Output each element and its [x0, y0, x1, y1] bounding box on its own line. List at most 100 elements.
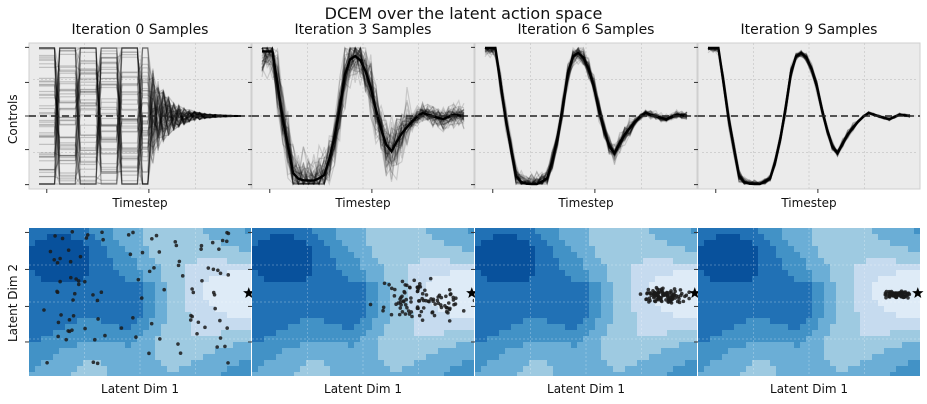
- bottom-panel-1-contour-cell: [342, 300, 349, 307]
- bottom-panel-3-contour-cell: [818, 294, 825, 301]
- bottom-panel-0-contour-cell: [239, 342, 246, 349]
- bottom-panel-2-contour-cell: [667, 234, 674, 241]
- bottom-panel-3-contour-cell: [770, 330, 777, 337]
- bottom-panel-0-contour-cell: [197, 348, 204, 355]
- bottom-panel-2-contour-cell: [541, 360, 548, 367]
- bottom-panel-1-contour-cell: [252, 318, 259, 325]
- bottom-panel-1-contour-cell: [390, 240, 397, 247]
- bottom-panel-2-contour-cell: [691, 348, 697, 355]
- bottom-panel-0-contour-cell: [161, 294, 168, 301]
- bottom-panel-3-contour-cell: [830, 360, 837, 367]
- panel-title-iter3: Iteration 3 Samples: [294, 22, 432, 38]
- bottom-panel-1-contour-cell: [414, 294, 421, 301]
- bottom-panel-0-contour-cell: [59, 294, 66, 301]
- bottom-panel-3-contour-cell: [728, 342, 735, 349]
- bottom-panel-1-contour-cell: [342, 306, 349, 313]
- bottom-panel-2-contour-cell: [475, 354, 482, 361]
- bottom-panel-3-contour-cell: [854, 258, 861, 265]
- top-panel-0-sample-line-3: [39, 50, 242, 140]
- bottom-panel-0-contour-cell: [131, 234, 138, 241]
- bottom-panel-3-contour-cell: [776, 258, 783, 265]
- bottom-panel-1-sample-point-74: [448, 306, 452, 311]
- bottom-panel-2-contour-cell: [685, 342, 692, 349]
- bottom-panel-0-contour-cell: [179, 228, 186, 235]
- bottom-panel-0-contour-cell: [119, 240, 126, 247]
- bottom-panel-2-contour-cell: [679, 330, 686, 337]
- bottom-panel-2-contour-cell: [553, 240, 560, 247]
- bottom-panel-1-sample-point-42: [400, 294, 404, 299]
- bottom-panel-3-contour-cell: [914, 228, 920, 235]
- bottom-panel-3-contour-cell: [710, 240, 717, 247]
- bottom-panel-2-contour-cell: [595, 348, 602, 355]
- bottom-panel-3-contour-cell: [794, 264, 801, 271]
- bottom-panel-3-contour-cell: [848, 354, 855, 361]
- bottom-panel-1-contour-cell: [258, 288, 265, 295]
- bottom-panel-0-contour-cell: [155, 300, 162, 307]
- bottom-panel-0-sample-point-16: [139, 296, 144, 300]
- bottom-panel-0-contour-cell: [209, 336, 216, 343]
- bottom-panel-2-contour-cell: [559, 336, 566, 343]
- bottom-panel-2-contour-cell: [475, 252, 482, 259]
- bottom-panel-3-contour-cell: [842, 264, 849, 271]
- bottom-panel-0-contour-cell: [47, 342, 54, 349]
- bottom-panel-3-contour-cell: [716, 354, 723, 361]
- bottom-panel-0-contour-cell: [245, 372, 251, 376]
- bottom-panel-0-contour-cell: [113, 252, 120, 259]
- bottom-panel-1-contour-cell: [468, 336, 474, 343]
- bottom-panel-0-contour-cell: [119, 348, 126, 355]
- bottom-panel-2-contour-cell: [541, 306, 548, 313]
- bottom-panel-0-contour-cell: [107, 360, 114, 367]
- bottom-panel-1-optimum-star: [466, 287, 478, 298]
- bottom-panel-1-contour-cell: [378, 336, 385, 343]
- bottom-panel-0-contour-cell: [215, 294, 222, 301]
- bottom-panel-1-contour-cell: [306, 330, 313, 337]
- bottom-panel-0-contour-cell: [137, 234, 144, 241]
- bottom-panel-1-contour-cell: [264, 312, 271, 319]
- bottom-panel-2-contour-cell: [487, 270, 494, 277]
- bottom-panel-1-contour-cell: [444, 282, 451, 289]
- bottom-panel-2-contour-cell: [637, 294, 644, 301]
- bottom-panel-3-contour-cell: [836, 354, 843, 361]
- bottom-panel-0-contour-cell: [77, 312, 84, 319]
- bottom-panel-0-contour-cell: [155, 270, 162, 277]
- bottom-panel-0-contour-cell: [65, 240, 72, 247]
- bottom-panel-0-contour-cell: [53, 366, 60, 373]
- bottom-panel-1-contour-cell: [426, 336, 433, 343]
- bottom-panel-0-contour-cell: [143, 264, 150, 271]
- bottom-panel-2-contour-cell: [589, 318, 596, 325]
- bottom-panel-3-contour-cell: [740, 252, 747, 259]
- bottom-panel-0-contour-cell: [59, 282, 66, 289]
- x-axis-label-top-2: Timestep: [558, 196, 614, 210]
- bottom-panel-1-contour-cell: [336, 366, 343, 373]
- bottom-panel-1-contour-cell: [366, 336, 373, 343]
- bottom-panel-1-contour-cell: [456, 246, 463, 253]
- bottom-panel-0-contour-cell: [65, 276, 72, 283]
- bottom-panel-1-contour-cell: [456, 258, 463, 265]
- bottom-panel-2-contour-cell: [577, 246, 584, 253]
- bottom-panel-3-contour-cell: [902, 312, 909, 319]
- bottom-panel-1-contour-cell: [342, 252, 349, 259]
- bottom-panel-1-contour-cell: [390, 234, 397, 241]
- bottom-panel-0-contour-cell: [203, 240, 210, 247]
- bottom-panel-3-contour-cell: [722, 330, 729, 337]
- bottom-panel-1-contour-cell: [360, 366, 367, 373]
- bottom-panel-3-optimum-star: [912, 287, 924, 298]
- bottom-panel-0-contour-cell: [41, 354, 48, 361]
- bottom-panel-0-contour-cell: [131, 348, 138, 355]
- bottom-panel-2-contour-cell: [661, 252, 668, 259]
- bottom-panel-3-contour-cell: [770, 240, 777, 247]
- bottom-panel-2-contour-cell: [625, 324, 632, 331]
- bottom-panel-3-contour-cell: [776, 264, 783, 271]
- bottom-panel-2-contour-cell: [595, 246, 602, 253]
- bottom-panel-0-contour-cell: [89, 318, 96, 325]
- bottom-panel-2-contour-cell: [553, 258, 560, 265]
- bottom-panel-0-contour-cell: [53, 276, 60, 283]
- bottom-panel-1-contour-cell: [294, 234, 301, 241]
- bottom-panel-0-contour-cell: [191, 366, 198, 373]
- bottom-panel-0-contour-cell: [95, 288, 102, 295]
- bottom-panel-0-contour-cell: [191, 312, 198, 319]
- bottom-panel-2-contour-cell: [493, 282, 500, 289]
- bottom-panel-1-contour-cell: [270, 294, 277, 301]
- bottom-panel-1-contour-cell: [312, 294, 319, 301]
- bottom-panel-1-contour-cell: [324, 342, 331, 349]
